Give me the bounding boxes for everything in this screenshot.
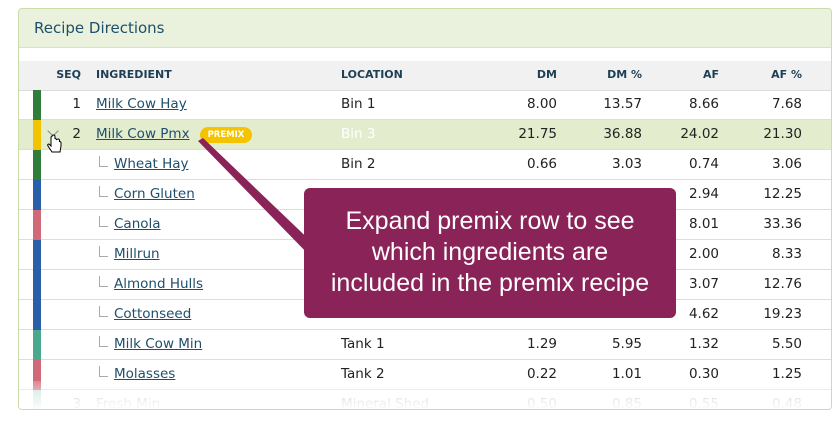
column-header: INGREDIENT: [96, 68, 172, 81]
tree-connector: [99, 246, 108, 257]
number-cell: 1.32: [688, 336, 719, 352]
ingredient-link[interactable]: Molasses: [114, 366, 176, 382]
table-row[interactable]: Wheat Hay Bin 2 0.66 3.03 0.74 3.06: [19, 150, 831, 180]
table-header: [19, 61, 831, 91]
number-cell: 0.74: [688, 156, 719, 172]
row-color-bar: [33, 90, 41, 120]
fade-overlay: [19, 381, 831, 409]
tree-connector: [99, 156, 108, 167]
number-cell: 21.75: [518, 126, 557, 142]
number-cell: 0.22: [526, 366, 557, 382]
ingredient-link[interactable]: Milk Cow Min: [114, 336, 203, 352]
recipe-panel: Recipe Directions 1 Milk Cow Hay Bin 1 8.00…: [18, 8, 832, 410]
number-cell: 3.03: [611, 156, 642, 172]
ingredient-link[interactable]: Milk Cow Hay: [96, 96, 187, 112]
seq: 1: [72, 96, 81, 112]
number-cell: 33.36: [763, 216, 802, 232]
number-cell: 4.62: [688, 306, 719, 322]
row-color-bar: [33, 210, 41, 240]
callout-line: Expand premix row to see: [345, 207, 635, 235]
row-color-bar: [33, 360, 41, 390]
number-cell: 36.88: [603, 126, 642, 142]
column-header: SEQ: [56, 68, 81, 81]
number-cell: 1.01: [611, 366, 642, 382]
tree-connector: [99, 216, 108, 227]
number-cell: 0.66: [526, 156, 557, 172]
ingredient-link[interactable]: Wheat Hay: [114, 156, 189, 172]
number-cell: 3.07: [688, 276, 719, 292]
tree-connector: [99, 276, 108, 287]
row-color-bar: [33, 300, 41, 330]
premix-badge: PREMIX: [199, 127, 253, 143]
location: Bin 3: [341, 126, 376, 142]
ingredient-link[interactable]: Millrun: [114, 246, 160, 262]
table-row[interactable]: 1 Milk Cow Hay Bin 1 8.00 13.57 8.66 7.68: [19, 90, 831, 120]
ingredient-link[interactable]: Corn Gluten: [114, 186, 195, 202]
row-color-bar: [33, 120, 41, 150]
hand-cursor: [47, 134, 62, 153]
number-cell: 2.94: [688, 186, 719, 202]
tree-connector: [99, 336, 108, 347]
ingredient-link[interactable]: Almond Hulls: [114, 276, 204, 292]
tree-connector: [99, 186, 108, 197]
number-cell: 0.30: [688, 366, 719, 382]
column-header: LOCATION: [341, 68, 403, 81]
pointer-arrow: [198, 138, 320, 258]
number-cell: 5.95: [611, 336, 642, 352]
table-row[interactable]: 2 Milk Cow Pmx PREMIX Bin 3 21.75 36.88 24.02 2…: [19, 120, 831, 150]
number-cell: 24.02: [680, 126, 719, 142]
location: Tank 2: [341, 366, 385, 382]
number-cell: 1.29: [526, 336, 557, 352]
row-color-bar: [33, 180, 41, 210]
callout-line: included in the premix recipe: [330, 269, 650, 297]
callout-line: which ingredients are: [371, 238, 609, 266]
seq: 2: [72, 126, 81, 142]
tree-connector: [99, 366, 108, 377]
table-row[interactable]: Cottonseed 4.62 19.23: [19, 300, 831, 330]
number-cell: 8.66: [688, 96, 719, 112]
table-row[interactable]: Milk Cow Min Tank 1 1.29 5.95 1.32 5.50: [19, 330, 831, 360]
location: Bin 2: [341, 156, 376, 172]
number-cell: 21.30: [763, 126, 802, 142]
number-cell: 5.50: [771, 336, 802, 352]
number-cell: 7.68: [771, 96, 802, 112]
number-cell: 8.01: [688, 216, 719, 232]
ingredient-link[interactable]: Canola: [114, 216, 161, 232]
tree-connector: [99, 306, 108, 317]
callout: Expand premix row to see which ingredient…: [304, 188, 676, 318]
row-color-bar: [33, 240, 41, 270]
column-header: AF: [702, 68, 719, 81]
number-cell: 2.00: [688, 246, 719, 262]
number-cell: 8.33: [771, 246, 802, 262]
column-header: AF %: [771, 68, 802, 81]
number-cell: 12.76: [763, 276, 802, 292]
number-cell: 12.25: [763, 186, 802, 202]
ingredient-link[interactable]: Milk Cow Pmx: [96, 126, 190, 142]
location: Tank 1: [341, 336, 385, 352]
number-cell: 8.00: [526, 96, 557, 112]
panel-title: Recipe Directions: [34, 19, 165, 37]
row-color-bar: [33, 270, 41, 300]
number-cell: 3.06: [771, 156, 802, 172]
ingredient-link[interactable]: Cottonseed: [114, 306, 192, 322]
number-cell: 1.25: [771, 366, 802, 382]
column-header: DM: [536, 68, 557, 81]
row-color-bar: [33, 150, 41, 180]
column-header: DM %: [607, 68, 642, 81]
number-cell: 19.23: [763, 306, 802, 322]
row-color-bar: [33, 330, 41, 360]
panel-header: Recipe Directions: [19, 9, 831, 48]
number-cell: 13.57: [603, 96, 642, 112]
location: Bin 1: [341, 96, 376, 112]
